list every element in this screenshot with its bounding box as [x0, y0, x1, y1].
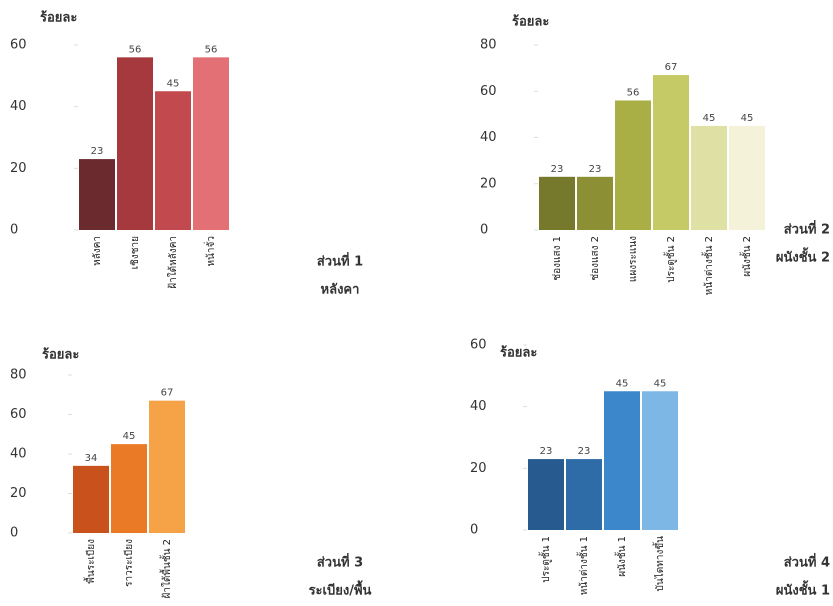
caption-title: ส่วนที่ 2 [784, 220, 830, 238]
y-axis-label: ร้อยละ [500, 345, 537, 361]
y-tick-label: 60 [470, 338, 487, 353]
caption-title: ส่วนที่ 3 [317, 553, 363, 571]
category-label: ราวระเบียง [123, 539, 135, 587]
bar [193, 57, 229, 231]
bar [79, 159, 115, 230]
caption-title: ส่วนที่ 1 [317, 252, 363, 270]
y-tick-label: 60 [10, 38, 27, 53]
bar [642, 391, 678, 530]
bar [566, 459, 602, 530]
y-tick-label: 40 [10, 447, 27, 462]
category-label: แผงระแนง [628, 236, 639, 282]
y-axis-label: ร้อยละ [512, 14, 549, 30]
value-label: 45 [654, 378, 667, 389]
category-label: พื้นระเบียง [83, 539, 97, 584]
value-label: 67 [665, 62, 678, 73]
value-label: 23 [91, 146, 104, 157]
category-label: ช่องแสง 2 [590, 236, 601, 281]
value-label: 45 [616, 378, 629, 389]
value-label: 67 [161, 388, 174, 399]
y-tick-label: 40 [470, 399, 487, 414]
y-tick-label: 0 [470, 523, 478, 538]
y-tick-label: 40 [10, 99, 27, 114]
bar [691, 125, 727, 230]
bar [577, 176, 613, 230]
y-tick-label: 80 [10, 368, 27, 383]
bar [615, 100, 651, 230]
category-label: ฝ้าใต้พื้นชั้น 2 [159, 539, 173, 598]
bar [729, 125, 765, 230]
bar [111, 444, 147, 533]
y-tick-label: 40 [480, 130, 497, 145]
bar [653, 75, 689, 230]
category-label: ช่องแสง 1 [552, 236, 563, 281]
y-tick-label: 20 [10, 161, 27, 176]
value-label: 45 [741, 113, 754, 124]
value-label: 45 [123, 431, 136, 442]
y-tick-label: 0 [480, 223, 488, 238]
value-label: 56 [129, 44, 142, 55]
value-label: 45 [167, 78, 180, 89]
bar [528, 459, 564, 530]
category-label: บันไดทางขึ้น [652, 536, 666, 592]
value-label: 23 [540, 446, 553, 457]
y-tick-label: 60 [10, 407, 27, 422]
category-label: หน้าต่างชั้น 1 [576, 536, 590, 595]
caption-subtitle: ผนังชั้น 1 [776, 580, 830, 599]
bar [73, 465, 109, 533]
y-tick-label: 20 [10, 486, 27, 501]
category-label: ผนังชั้น 2 [739, 236, 753, 277]
value-label: 23 [578, 446, 591, 457]
y-tick-label: 80 [480, 38, 497, 53]
bar [117, 57, 153, 231]
bar [149, 400, 185, 533]
y-tick-label: 60 [480, 84, 497, 99]
caption-subtitle: หลังคา [321, 283, 360, 298]
bar [604, 391, 640, 530]
category-label: ฝ้าใต้หลังคา [167, 236, 179, 289]
value-label: 23 [551, 164, 564, 175]
value-label: 45 [703, 113, 716, 124]
bar [539, 176, 575, 230]
y-tick-label: 0 [10, 223, 18, 238]
value-label: 56 [627, 88, 640, 99]
category-label: เชิงชาย [130, 236, 141, 269]
caption-subtitle: ผนังชั้น 2 [776, 247, 830, 266]
y-axis-label: ร้อยละ [40, 10, 77, 26]
value-label: 34 [85, 453, 98, 464]
category-label: ประตูชั้น 2 [663, 236, 677, 283]
y-tick-label: 0 [10, 526, 18, 541]
caption-title: ส่วนที่ 4 [784, 553, 830, 571]
category-label: หน้าต่างชั้น 2 [701, 236, 715, 295]
category-label: หลังคา [92, 236, 103, 266]
category-label: ประตูชั้น 1 [538, 536, 552, 583]
category-label: หน้าจั่ว [203, 236, 217, 267]
bar [155, 91, 191, 230]
y-tick-label: 20 [480, 176, 497, 191]
caption-subtitle: ระเบียง/พื้น [309, 580, 372, 599]
y-axis-label: ร้อยละ [42, 347, 79, 363]
category-label: ผนังชั้น 1 [614, 536, 628, 577]
y-tick-label: 20 [470, 461, 487, 476]
value-label: 56 [205, 44, 218, 55]
value-label: 23 [589, 164, 602, 175]
